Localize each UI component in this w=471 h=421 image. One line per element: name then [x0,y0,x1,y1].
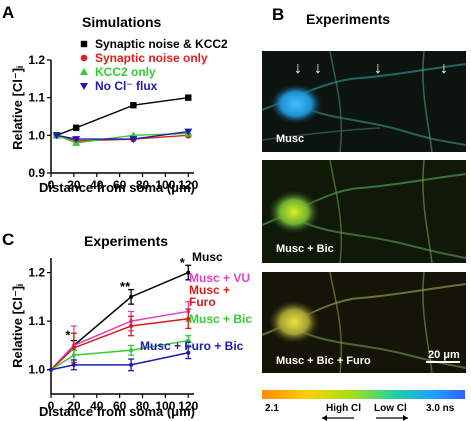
series-label-musc-furo-line1: Musc + [189,283,230,297]
series-line [56,96,189,136]
micrograph-musc-bic: Musc + Bic [261,159,467,264]
image-label-musc-bic-furo: Musc + Bic + Furo [276,355,371,367]
significance-marker: ** [120,279,131,294]
panel-letter-a: A [2,3,14,22]
arrow-down-icon: ↓ [374,60,382,77]
panel-a-x-tick-label: 40 [90,178,104,192]
panel-c-xlabel: Distance from soma (μm) [39,404,195,419]
data-point [185,94,192,101]
significance-marker: * [65,328,71,343]
micrograph-musc: ↓ ↓ ↓ ↓ Musc [261,50,467,153]
panel-c-y-tick-label: 1.0 [28,363,45,377]
data-point [130,102,137,109]
panel-c-x-tick-label: 80 [136,399,150,413]
colorbar-left-value: 2.1 [265,403,279,414]
panel-a-x-tick-label: 0 [48,178,55,192]
arrow-down-icon: ↓ [294,60,302,77]
data-point [129,136,138,144]
image-label-musc-bic: Musc + Bic [276,243,334,255]
panel-a-ylabel: Relative [Cl⁻]ᵢ [10,66,25,150]
panel-c-x-tick-label: 20 [67,399,81,413]
colorbar-low-label: Low Cl [374,403,407,414]
arrow-right-icon [403,415,408,421]
panel-c-x-tick-label: 120 [178,399,198,413]
legend-marker [80,68,88,75]
panel-c-y-tick-label: 1.1 [28,314,45,328]
arrow-down-icon: ↓ [314,60,322,77]
data-point [129,362,134,367]
legend-label: No Cl⁻ flux [95,79,158,93]
panel-a-chart: Simulations Relative [Cl⁻]ᵢ Distance fro… [10,14,228,195]
panel-a-y-tick-label: 1.2 [28,53,45,67]
arrow-left-icon [322,415,327,421]
legend-label: Synaptic noise only [95,51,208,65]
series-label-musc-vu: Musc + VU [189,271,250,285]
legend-label: KCC2 only [95,65,156,79]
micrograph-musc-bic-furo: Musc + Bic + Furo 20 μm [261,271,467,374]
image-label-musc: Musc [276,133,304,145]
data-point [71,353,76,358]
panel-a-x-tick-label: 100 [155,178,175,192]
legend-marker [80,54,88,62]
data-point [184,128,193,136]
data-point [186,338,191,343]
data-point [52,132,61,140]
series-line [50,351,189,371]
panel-a-y-tick-label: 0.9 [28,166,45,180]
series-label-musc-bic: Musc + Bic [189,312,252,326]
panel-c-chart: Experiments Relative [Cl⁻]ᵢ Distance fro… [10,233,252,419]
panel-c-title: Experiments [84,233,168,249]
colorbar-gradient [262,390,465,399]
series-line [50,310,189,371]
series-line [56,130,189,140]
colorbar-high-label: High Cl [326,403,361,414]
panel-letter-b: B [272,5,284,24]
data-point [186,270,191,275]
panel-b-title: Experiments [306,11,390,27]
panel-c-x-tick-label: 40 [90,399,104,413]
panel-a-y-tick-label: 1.0 [28,128,45,142]
series-line [56,134,189,142]
panel-a-x-tick-label: 20 [67,178,81,192]
data-point [72,136,81,144]
arrow-down-icon: ↓ [440,60,448,77]
series-line [50,317,189,371]
panel-c-x-tick-label: 100 [155,399,175,413]
series-line [50,339,189,371]
legend-label: Synaptic noise & KCC2 [95,37,228,51]
scale-bar-label: 20 μm [428,349,460,361]
significance-marker: * [180,255,186,270]
data-point [186,350,191,355]
data-point [129,348,134,353]
data-point [49,367,53,372]
panel-c-y-tick-label: 1.2 [28,266,45,280]
colorbar-right-value: 3.0 ns [426,403,455,414]
panel-c-x-tick-label: 60 [113,399,127,413]
panel-a-x-tick-label: 60 [113,178,127,192]
panel-a-x-tick-label: 80 [136,178,150,192]
panel-a-title: Simulations [82,14,162,30]
data-point [71,362,76,367]
panel-letter-c: C [2,230,14,249]
panel-c-ylabel: Relative [Cl⁻]ᵢ [10,284,25,368]
panel-a-x-tick-label: 120 [178,178,198,192]
series-label-musc-furo-bic: Musc + Furo + Bic [140,339,244,353]
colorbar: 2.1 3.0 ns High Cl Low Cl [262,390,465,421]
data-point [71,345,76,350]
panel-c-x-tick-label: 0 [48,399,55,413]
panel-a-xlabel: Distance from soma (μm) [39,180,195,195]
series-label-musc: Musc [192,250,223,264]
legend-marker [80,40,88,48]
data-point [129,294,134,299]
data-point [129,324,134,328]
legend-marker [80,83,88,90]
panel-a-y-tick-label: 1.1 [28,91,45,105]
series-label-musc-furo-line2: Furo [189,295,216,309]
data-point [186,316,191,321]
data-point [72,124,80,131]
